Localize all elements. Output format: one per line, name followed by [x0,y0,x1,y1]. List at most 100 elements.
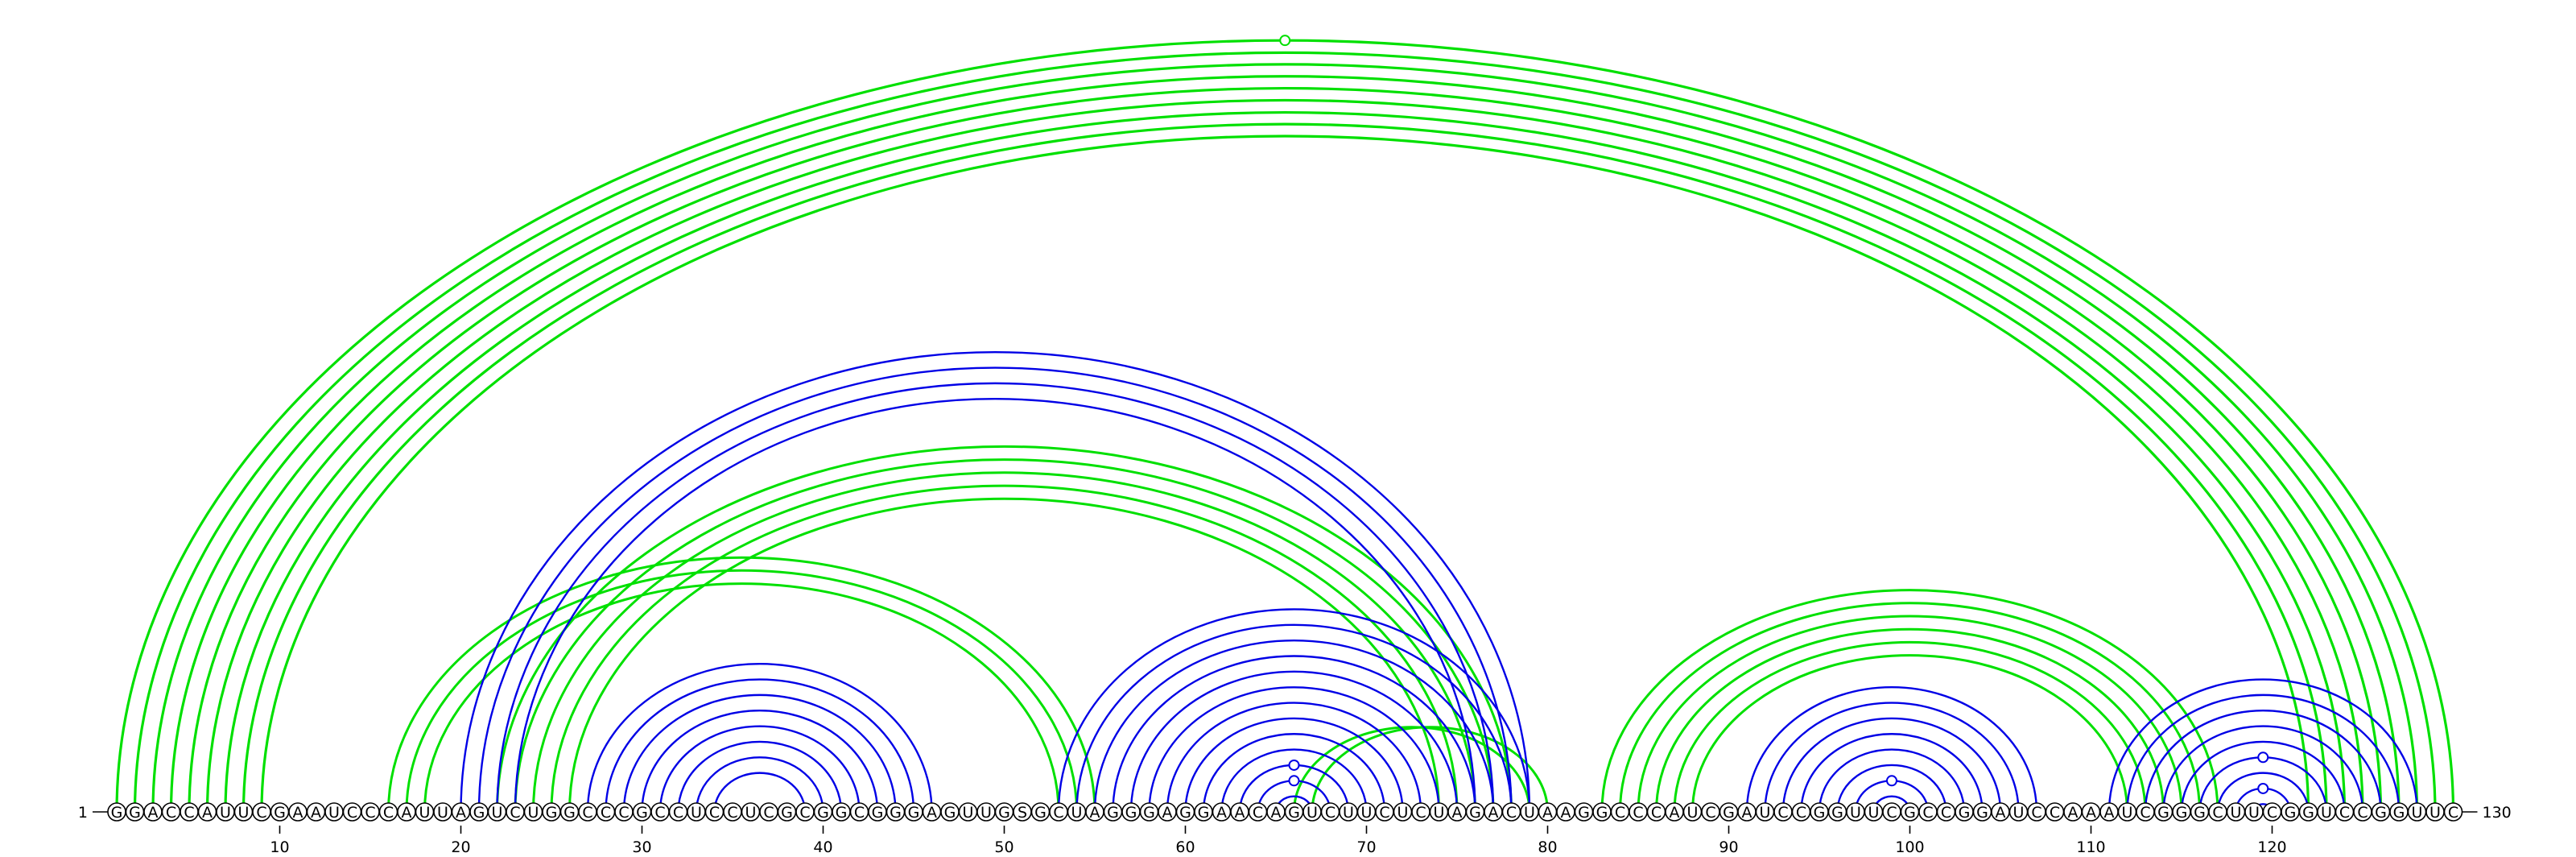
nucleotide: C [1049,802,1068,822]
nucleotide-letter: G [564,804,576,822]
nucleotide-letter: C [1379,804,1389,822]
nucleotide-letter: U [1397,804,1409,822]
nucleotide-letter: U [2412,804,2423,822]
nucleotide: G [2172,802,2191,822]
nucleotide: A [2081,802,2101,822]
nucleotide-letter: C [1615,804,1625,822]
nucleotide: G [1194,802,1213,822]
blue-arc [2126,693,2401,813]
nucleotide-letter: U [1307,804,1318,822]
nucleotide: G [2389,802,2409,822]
nucleotide: A [1556,802,1575,822]
blue-arc [1184,717,1404,813]
green-arc [550,484,1459,813]
nucleotide: U [1682,802,1703,822]
nucleotide-letter: A [1235,804,1245,822]
nucleotide-letter: A [456,804,466,822]
nucleotide: C [1918,802,1938,822]
nucleotide: U [1302,802,1322,822]
nucleotide: A [451,802,471,822]
nucleotide-letter: C [256,804,266,822]
green-arc [1673,640,2147,813]
nucleotide-letter: G [473,804,485,822]
blue-arc [1836,764,1947,813]
nucleotide: G [1810,802,1829,822]
nucleotide-circle [2443,802,2463,822]
nucleotide: G [632,802,652,822]
nucleotide: C [1882,802,1901,822]
nucleotide: C [361,802,380,822]
nucleotide: A [1266,802,1286,822]
nucleotide: C [2334,802,2355,822]
nucleotide-letter: U [1343,804,1354,822]
nucleotide-letter: A [1090,804,1100,822]
nucleotide: G [994,802,1014,822]
nucleotide-letter: A [311,804,321,822]
nucleotide-letter: G [1179,804,1191,822]
nucleotide: G [1972,802,1992,822]
blue-arc [2216,772,2310,813]
position-ruler: 10 20 30 40 50 60 70 80 90 100 110 120 [270,826,2287,856]
nucleotide: C [1936,802,1956,822]
nucleotide-letter: G [836,804,848,822]
blue-arc [1148,686,1440,813]
nucleotide: A [143,802,163,822]
blue-arc [1057,608,1531,813]
pair-marker [1279,35,1291,47]
nucleotide: U [958,802,978,822]
nucleotide-letter: U [1361,804,1373,822]
nucleotide-letter: C [654,804,665,822]
nucleotide-letter: C [709,804,720,822]
nucleotide: U [2407,802,2427,822]
blue-arc [1781,717,2002,813]
nucleotide: U [2117,802,2137,822]
nucleotide-letter: A [1488,804,1499,822]
nucleotide: C [2027,802,2046,822]
nucleotide: A [1737,802,1757,822]
nucleotide: U [741,802,761,822]
tick-label: 20 [451,838,470,856]
nucleotide: G [2298,802,2318,822]
nucleotide-letter: G [781,804,793,822]
nucleotide-letter: U [1434,804,1445,822]
nucleotide-letter: G [274,804,286,822]
nucleotide-letter: U [2429,804,2441,822]
nucleotide: U [2425,802,2445,822]
nucleotide: U [2226,802,2246,822]
nucleotide-letter: G [2194,804,2206,822]
nucleotide-letter: A [293,804,303,822]
blue-arc [1112,655,1476,813]
nucleotide: S [1013,802,1032,822]
nucleotide-letter: G [1814,804,1826,822]
nucleotide-letter: G [2393,804,2405,822]
blue-arc [2162,725,2364,813]
nucleotide-letter: G [546,804,558,822]
nucleotide: G [1574,802,1594,822]
nucleotide-letter: U [2321,804,2332,822]
nucleotide: U [976,802,996,822]
blue-arc [695,756,824,813]
nucleotide-letter: C [365,804,375,822]
tick-label: 120 [2257,838,2286,856]
nucleotide: U [687,802,706,822]
nucleotide-letter: C [2050,804,2060,822]
nucleotide: U [415,802,435,822]
blue-arc [622,693,897,813]
nucleotide-letter: U [492,804,503,822]
nucleotide-letter: C [2031,804,2041,822]
nucleotide-letter: C [2357,804,2368,822]
blue-arc [2180,740,2346,813]
nucleotide-letter: G [1198,804,1210,822]
nucleotide-letter: U [745,804,757,822]
nucleotide: C [378,802,398,822]
nucleotide-letter: U [2122,804,2133,822]
nucleotide: A [2063,802,2083,822]
nucleotide-letter: G [636,804,648,822]
nucleotide: U [2317,802,2336,822]
nucleotide: C [1701,802,1720,822]
green-upper-arc [151,63,2419,813]
nucleotide: C [723,802,742,822]
blue-arc [586,662,933,813]
green-arc [568,497,1440,813]
